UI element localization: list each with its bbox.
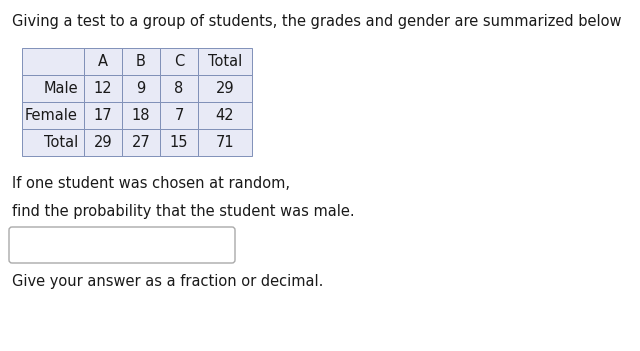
Bar	[84, 102, 122, 129]
Bar	[198, 129, 252, 156]
Text: find the probability that the student was male.: find the probability that the student wa…	[12, 204, 355, 219]
Text: Female: Female	[25, 108, 78, 123]
Bar	[122, 48, 160, 75]
Text: 7: 7	[174, 108, 184, 123]
Bar	[122, 129, 160, 156]
Text: 15: 15	[170, 135, 188, 150]
Text: 18: 18	[132, 108, 150, 123]
Text: C: C	[174, 54, 184, 69]
FancyBboxPatch shape	[9, 227, 235, 263]
Bar	[22, 129, 84, 156]
Text: 9: 9	[136, 81, 146, 96]
Text: A: A	[98, 54, 108, 69]
Bar	[122, 102, 160, 129]
Text: Male: Male	[44, 81, 78, 96]
Bar	[160, 102, 198, 129]
Bar	[160, 48, 198, 75]
Bar	[198, 75, 252, 102]
Text: Giving a test to a group of students, the grades and gender are summarized below: Giving a test to a group of students, th…	[12, 14, 621, 29]
Bar	[22, 75, 84, 102]
Text: 71: 71	[216, 135, 234, 150]
Text: 42: 42	[216, 108, 234, 123]
Bar	[160, 75, 198, 102]
Text: 8: 8	[174, 81, 184, 96]
Text: If one student was chosen at random,: If one student was chosen at random,	[12, 176, 290, 191]
Text: 17: 17	[93, 108, 112, 123]
Bar	[160, 129, 198, 156]
Text: Total: Total	[44, 135, 78, 150]
Bar	[22, 102, 84, 129]
Text: B: B	[136, 54, 146, 69]
Bar	[198, 48, 252, 75]
Text: Total: Total	[208, 54, 242, 69]
Bar	[84, 48, 122, 75]
Bar	[84, 129, 122, 156]
Text: 29: 29	[93, 135, 112, 150]
Bar	[198, 102, 252, 129]
Text: 29: 29	[216, 81, 234, 96]
Bar	[84, 75, 122, 102]
Bar	[22, 48, 84, 75]
Text: 12: 12	[93, 81, 112, 96]
Text: 27: 27	[132, 135, 150, 150]
Text: Give your answer as a fraction or decimal.: Give your answer as a fraction or decima…	[12, 274, 323, 289]
Bar	[122, 75, 160, 102]
